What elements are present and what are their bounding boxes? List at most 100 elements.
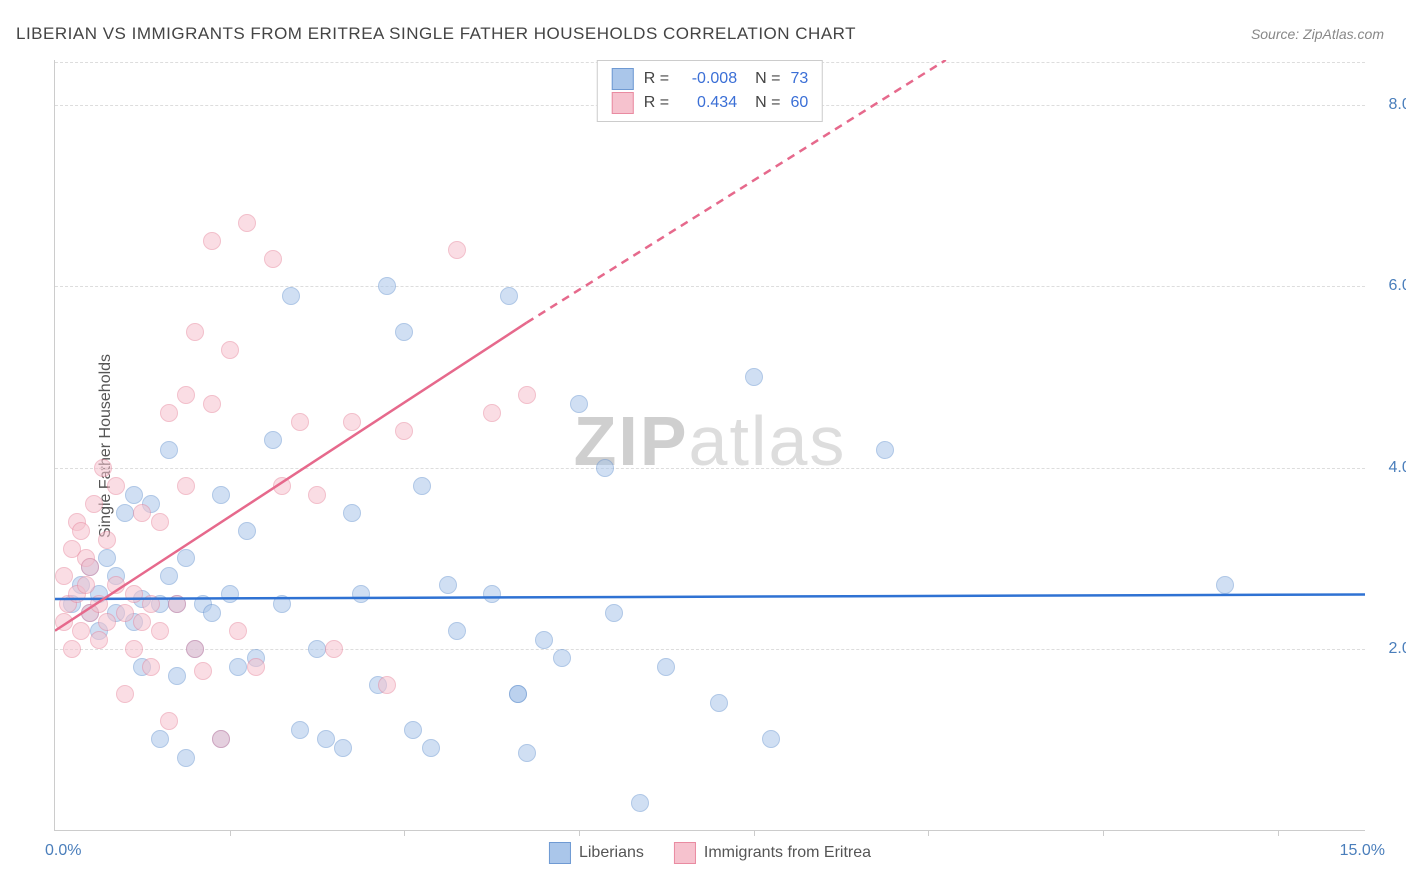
point-eritrea — [343, 413, 361, 431]
point-liberians — [212, 486, 230, 504]
point-liberians — [413, 477, 431, 495]
point-liberians — [151, 730, 169, 748]
source-attribution: Source: ZipAtlas.com — [1251, 26, 1384, 42]
point-liberians — [160, 441, 178, 459]
y-tick-label: 2.0% — [1389, 640, 1406, 658]
series-legend: Liberians Immigrants from Eritrea — [549, 842, 871, 864]
point-eritrea — [133, 504, 151, 522]
point-eritrea — [483, 404, 501, 422]
swatch-liberians-bottom — [549, 842, 571, 864]
point-eritrea — [151, 513, 169, 531]
swatch-eritrea-bottom — [674, 842, 696, 864]
y-tick-label: 4.0% — [1389, 459, 1406, 477]
correlation-legend: R =-0.008 N =73 R =0.434 N =60 — [597, 60, 823, 122]
point-liberians — [160, 567, 178, 585]
gridline-h — [55, 286, 1365, 287]
point-eritrea — [395, 422, 413, 440]
point-eritrea — [247, 658, 265, 676]
point-eritrea — [55, 567, 73, 585]
point-liberians — [1216, 576, 1234, 594]
point-liberians — [439, 576, 457, 594]
point-eritrea — [85, 495, 103, 513]
point-eritrea — [168, 595, 186, 613]
point-eritrea — [151, 622, 169, 640]
point-eritrea — [90, 631, 108, 649]
x-tick — [1278, 830, 1279, 836]
point-eritrea — [107, 576, 125, 594]
point-eritrea — [125, 640, 143, 658]
point-liberians — [657, 658, 675, 676]
legend-label-liberians: Liberians — [579, 844, 644, 862]
point-liberians — [500, 287, 518, 305]
point-liberians — [264, 431, 282, 449]
point-eritrea — [55, 613, 73, 631]
legend-label-eritrea: Immigrants from Eritrea — [704, 844, 871, 862]
x-tick — [754, 830, 755, 836]
y-tick-label: 8.0% — [1389, 96, 1406, 114]
point-liberians — [631, 794, 649, 812]
point-eritrea — [194, 662, 212, 680]
point-liberians — [125, 486, 143, 504]
point-liberians — [605, 604, 623, 622]
point-eritrea — [116, 604, 134, 622]
point-liberians — [762, 730, 780, 748]
point-eritrea — [186, 323, 204, 341]
point-eritrea — [177, 477, 195, 495]
point-eritrea — [63, 640, 81, 658]
watermark: ZIPatlas — [574, 401, 847, 481]
point-eritrea — [107, 477, 125, 495]
point-eritrea — [308, 486, 326, 504]
point-eritrea — [90, 595, 108, 613]
swatch-liberians — [612, 68, 634, 90]
point-eritrea — [186, 640, 204, 658]
point-eritrea — [133, 613, 151, 631]
point-eritrea — [142, 595, 160, 613]
point-liberians — [308, 640, 326, 658]
point-eritrea — [98, 613, 116, 631]
point-eritrea — [325, 640, 343, 658]
point-eritrea — [264, 250, 282, 268]
point-eritrea — [77, 576, 95, 594]
x-tick — [1103, 830, 1104, 836]
point-liberians — [404, 721, 422, 739]
point-eritrea — [142, 658, 160, 676]
point-liberians — [710, 694, 728, 712]
point-eritrea — [291, 413, 309, 431]
point-eritrea — [160, 404, 178, 422]
legend-row-eritrea: R =0.434 N =60 — [612, 91, 808, 115]
point-liberians — [535, 631, 553, 649]
legend-row-liberians: R =-0.008 N =73 — [612, 67, 808, 91]
point-liberians — [334, 739, 352, 757]
point-liberians — [221, 585, 239, 603]
point-liberians — [483, 585, 501, 603]
point-liberians — [229, 658, 247, 676]
point-liberians — [273, 595, 291, 613]
x-tick-max: 15.0% — [1340, 842, 1385, 860]
swatch-eritrea — [612, 92, 634, 114]
point-liberians — [509, 685, 527, 703]
point-liberians — [553, 649, 571, 667]
point-liberians — [378, 277, 396, 295]
x-tick — [404, 830, 405, 836]
point-liberians — [177, 749, 195, 767]
point-liberians — [745, 368, 763, 386]
point-liberians — [352, 585, 370, 603]
x-tick — [230, 830, 231, 836]
point-liberians — [98, 549, 116, 567]
point-liberians — [596, 459, 614, 477]
point-liberians — [422, 739, 440, 757]
point-liberians — [282, 287, 300, 305]
point-eritrea — [203, 395, 221, 413]
point-eritrea — [212, 730, 230, 748]
point-eritrea — [518, 386, 536, 404]
point-liberians — [343, 504, 361, 522]
point-eritrea — [125, 585, 143, 603]
x-tick-min: 0.0% — [45, 842, 81, 860]
point-eritrea — [94, 459, 112, 477]
point-liberians — [570, 395, 588, 413]
chart-title: LIBERIAN VS IMMIGRANTS FROM ERITREA SING… — [16, 24, 856, 44]
point-eritrea — [116, 685, 134, 703]
point-liberians — [518, 744, 536, 762]
point-liberians — [395, 323, 413, 341]
gridline-h — [55, 468, 1365, 469]
